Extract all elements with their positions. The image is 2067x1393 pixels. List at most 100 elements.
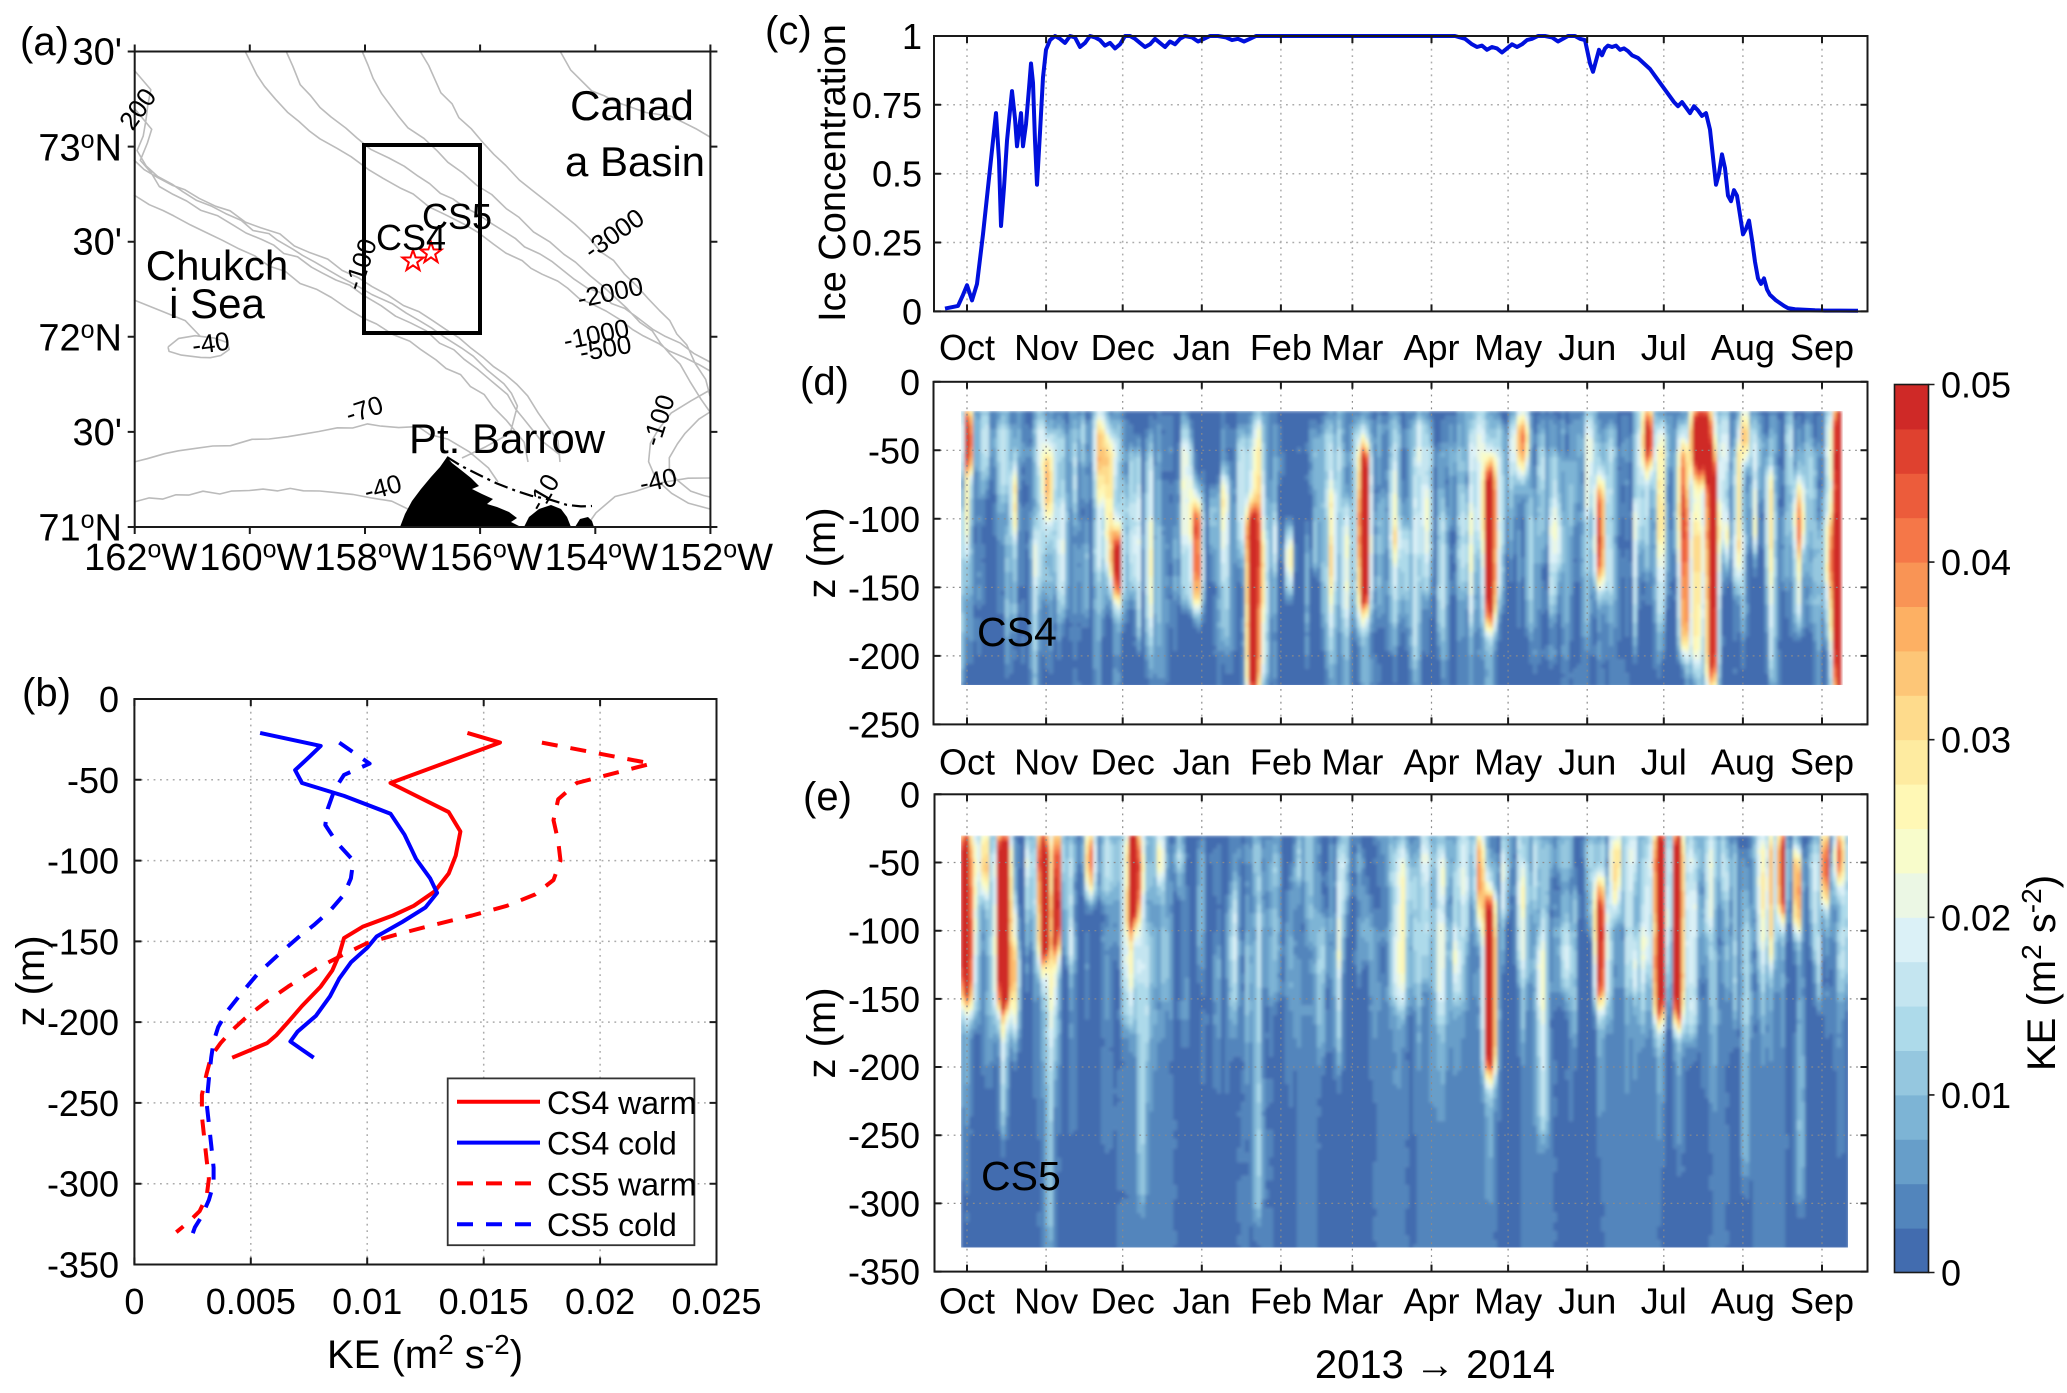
svg-text:Dec: Dec: [1091, 327, 1155, 368]
svg-text:Mar: Mar: [1321, 742, 1383, 783]
svg-text:-50: -50: [868, 430, 920, 471]
svg-text:Aug: Aug: [1711, 327, 1775, 368]
svg-text:30': 30': [72, 222, 122, 264]
svg-text:Jun: Jun: [1558, 742, 1616, 783]
svg-text:Jul: Jul: [1641, 327, 1687, 368]
svg-text:2013 → 2014: 2013 → 2014: [1315, 1343, 1555, 1387]
svg-text:May: May: [1474, 1281, 1542, 1322]
svg-text:30': 30': [72, 412, 122, 454]
svg-text:-100: -100: [47, 841, 119, 882]
svg-text:Aug: Aug: [1711, 1281, 1775, 1322]
svg-text:CS5 warm: CS5 warm: [547, 1166, 696, 1202]
svg-text:0.5: 0.5: [872, 154, 922, 195]
svg-text:Feb: Feb: [1250, 327, 1312, 368]
svg-text:162oW: 162oW: [84, 536, 197, 580]
svg-text:0: 0: [1941, 1253, 1961, 1294]
svg-text:z (m): z (m): [9, 935, 53, 1026]
svg-text:0: 0: [900, 362, 920, 403]
svg-text:Jun: Jun: [1558, 327, 1616, 368]
svg-text:-150: -150: [848, 979, 920, 1020]
svg-text:(c): (c): [765, 9, 812, 53]
svg-text:CS5: CS5: [981, 1153, 1061, 1199]
svg-text:0.02: 0.02: [565, 1281, 635, 1322]
svg-text:Oct: Oct: [939, 742, 995, 783]
svg-text:CS5: CS5: [422, 196, 492, 237]
svg-text:71oN: 71oN: [38, 506, 122, 550]
svg-text:152oW: 152oW: [660, 536, 773, 580]
svg-text:Sep: Sep: [1790, 742, 1854, 783]
svg-text:73oN: 73oN: [38, 126, 122, 170]
svg-text:0.03: 0.03: [1941, 720, 2011, 761]
svg-text:May: May: [1474, 742, 1542, 783]
svg-text:Pt. Barrow: Pt. Barrow: [409, 415, 606, 462]
svg-text:-200: -200: [47, 1002, 119, 1043]
svg-text:Apr: Apr: [1403, 742, 1459, 783]
svg-text:-200: -200: [848, 1047, 920, 1088]
svg-text:-250: -250: [848, 704, 920, 745]
svg-text:-40: -40: [190, 326, 231, 361]
svg-text:Canad: Canad: [570, 82, 694, 129]
svg-text:Apr: Apr: [1403, 327, 1459, 368]
svg-text:156oW: 156oW: [430, 536, 543, 580]
svg-text:Mar: Mar: [1321, 327, 1383, 368]
svg-text:Dec: Dec: [1091, 1281, 1155, 1322]
svg-text:154oW: 154oW: [545, 536, 658, 580]
svg-text:Sep: Sep: [1790, 1281, 1854, 1322]
svg-text:0: 0: [900, 774, 920, 815]
svg-text:z (m): z (m): [800, 987, 844, 1078]
svg-text:-250: -250: [47, 1083, 119, 1124]
svg-text:0: 0: [99, 679, 119, 720]
svg-text:0.25: 0.25: [852, 223, 922, 264]
svg-text:0: 0: [902, 291, 922, 332]
svg-text:May: May: [1474, 327, 1542, 368]
svg-text:Oct: Oct: [939, 327, 995, 368]
svg-text:Feb: Feb: [1250, 742, 1312, 783]
svg-text:Dec: Dec: [1091, 742, 1155, 783]
svg-text:0.75: 0.75: [852, 85, 922, 126]
svg-text:Feb: Feb: [1250, 1281, 1312, 1322]
svg-text:z (m): z (m): [800, 507, 844, 598]
svg-text:Jan: Jan: [1173, 742, 1231, 783]
svg-text:-300: -300: [47, 1164, 119, 1205]
svg-text:CS5 cold: CS5 cold: [547, 1207, 677, 1243]
svg-text:Nov: Nov: [1014, 1281, 1078, 1322]
svg-text:160oW: 160oW: [199, 536, 312, 580]
svg-text:Jul: Jul: [1641, 742, 1687, 783]
svg-text:Oct: Oct: [939, 1281, 995, 1322]
svg-text:CS4: CS4: [376, 217, 446, 258]
svg-text:Jun: Jun: [1558, 1281, 1616, 1322]
svg-text:30': 30': [72, 32, 122, 74]
svg-text:(a): (a): [20, 20, 69, 64]
svg-text:Jul: Jul: [1641, 1281, 1687, 1322]
svg-text:-150: -150: [47, 921, 119, 962]
svg-text:0.015: 0.015: [439, 1281, 529, 1322]
svg-text:Apr: Apr: [1403, 1281, 1459, 1322]
svg-text:Jan: Jan: [1173, 327, 1231, 368]
svg-text:0.05: 0.05: [1941, 365, 2011, 406]
svg-text:0.02: 0.02: [1941, 897, 2011, 938]
svg-text:-300: -300: [848, 1183, 920, 1224]
svg-text:(b): (b): [22, 671, 71, 715]
svg-text:0.01: 0.01: [332, 1281, 402, 1322]
svg-text:0.005: 0.005: [206, 1281, 296, 1322]
svg-text:(d): (d): [800, 360, 849, 404]
svg-text:(e): (e): [803, 775, 852, 819]
svg-text:0.04: 0.04: [1941, 542, 2011, 583]
svg-text:0: 0: [124, 1281, 144, 1322]
svg-text:-200: -200: [848, 636, 920, 677]
svg-text:158oW: 158oW: [314, 536, 427, 580]
svg-text:CS4: CS4: [977, 609, 1057, 655]
svg-text:-250: -250: [848, 1115, 920, 1156]
svg-text:Mar: Mar: [1321, 1281, 1383, 1322]
svg-text:Ice Concentration: Ice Concentration: [812, 24, 854, 322]
svg-text:-50: -50: [67, 760, 119, 801]
svg-text:Nov: Nov: [1014, 742, 1078, 783]
svg-text:-350: -350: [47, 1245, 119, 1286]
svg-text:Sep: Sep: [1790, 327, 1854, 368]
svg-text:0.01: 0.01: [1941, 1075, 2011, 1116]
svg-text:Chukch: Chukch: [146, 242, 288, 289]
svg-text:-50: -50: [868, 843, 920, 884]
svg-text:-150: -150: [848, 567, 920, 608]
svg-text:Jan: Jan: [1173, 1281, 1231, 1322]
svg-text:Nov: Nov: [1014, 327, 1078, 368]
